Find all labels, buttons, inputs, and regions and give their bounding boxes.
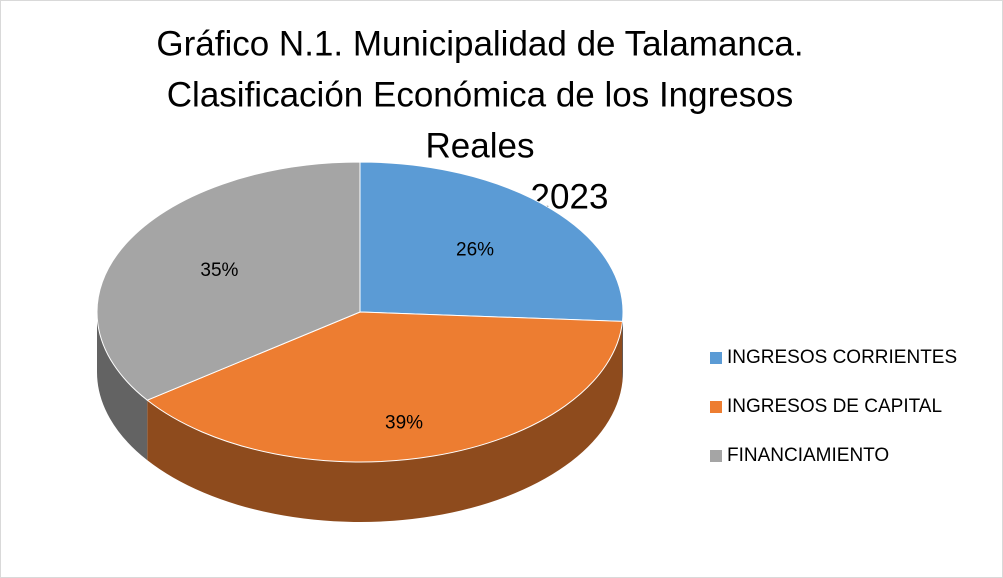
legend-swatch xyxy=(710,450,722,462)
slice xyxy=(146,311,624,463)
slice-side xyxy=(147,321,623,522)
slice-side xyxy=(622,312,623,382)
legend-swatch xyxy=(710,352,722,364)
slice xyxy=(96,161,361,401)
legend-label: FINANCIAMIENTO xyxy=(727,445,889,466)
chart-title: Gráfico N.1. Municipalidad de Talamanca. xyxy=(156,24,803,63)
data-label: 35% xyxy=(200,260,238,281)
chart-title: Clasificación Económica de los Ingresos xyxy=(167,75,793,114)
slice-side xyxy=(97,312,148,461)
legend-label: INGRESOS DE CAPITAL xyxy=(727,396,942,417)
data-label: 26% xyxy=(456,239,494,260)
slice xyxy=(359,161,624,322)
data-label: 39% xyxy=(385,412,423,433)
legend-label: INGRESOS CORRIENTES xyxy=(727,347,957,368)
chart-title: Reales xyxy=(426,126,535,165)
legend-swatch xyxy=(710,401,722,413)
